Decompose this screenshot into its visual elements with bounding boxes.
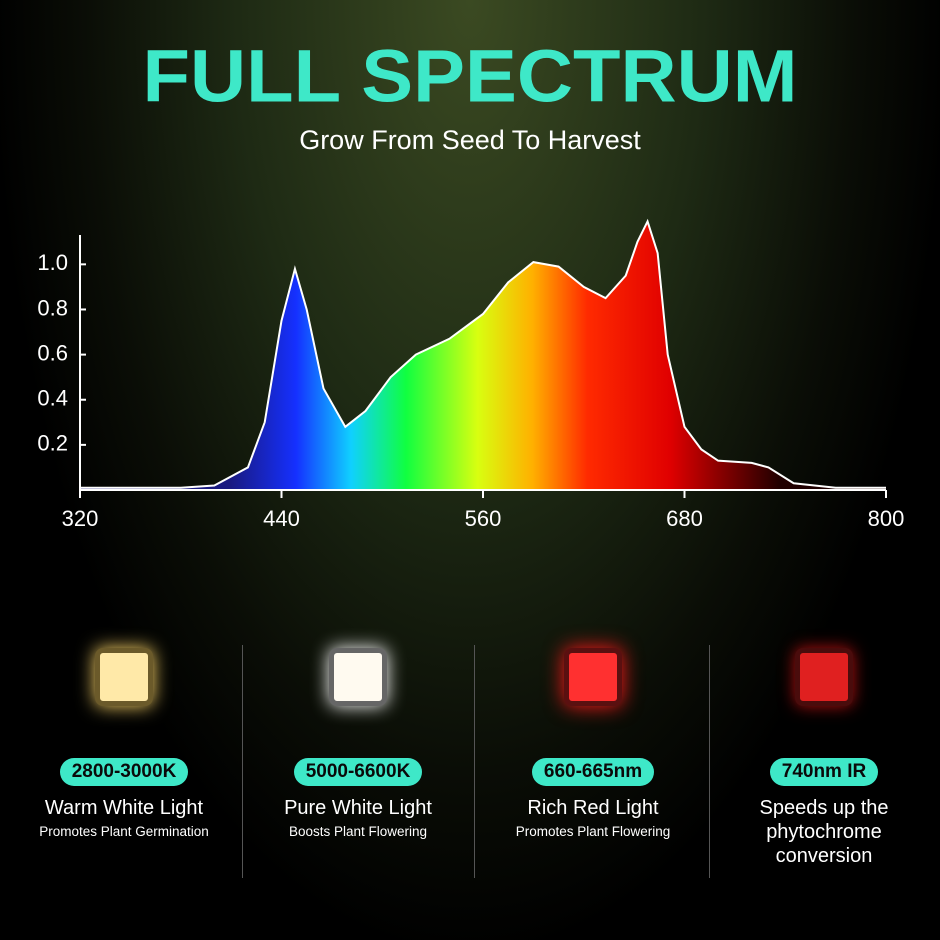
y-tick-label: 0.2 [37, 431, 68, 456]
divider [709, 645, 710, 878]
badge: 2800-3000K [59, 758, 189, 786]
x-tick-label: 680 [666, 506, 703, 531]
badge-row: 740nm IR [708, 706, 940, 786]
card: 740nm IR Speeds up the phytochrome conver… [708, 640, 940, 868]
card-subtitle: Promotes Plant Germination [39, 824, 209, 839]
divider [242, 645, 243, 878]
y-tick-label: 1.0 [37, 250, 68, 275]
badge: 5000-6600K [293, 758, 423, 786]
x-tick-label: 800 [868, 506, 905, 531]
card: 660-665nm Rich Red Light Promotes Plant Fl… [477, 640, 709, 839]
chart-subtitle: Grow From Seed To Harvest [299, 125, 641, 155]
x-tick-label: 320 [62, 506, 99, 531]
badge-row: 2800-3000K [8, 706, 240, 786]
card: 5000-6600K Pure White Light Boosts Plant F… [242, 640, 474, 839]
card-title: Warm White Light [44, 797, 204, 819]
badge-row: 660-665nm [477, 706, 709, 786]
y-tick-label: 0.4 [37, 386, 68, 411]
x-tick-label: 440 [263, 506, 300, 531]
card: 2800-3000K Warm White Light Promotes Plant… [8, 640, 240, 839]
spectrum-fill [80, 221, 886, 490]
divider [474, 645, 475, 878]
y-tick-label: 0.8 [37, 295, 68, 320]
led-chip [329, 648, 387, 706]
spectrum-line [80, 218, 886, 489]
led-chip [95, 648, 153, 706]
card-title: Speeds up the phytochrome conversion [759, 797, 889, 867]
card-subtitle: Promotes Plant Flowering [515, 824, 671, 839]
badge: 740nm IR [769, 758, 879, 786]
led-chip [795, 648, 853, 706]
card-title: Rich Red Light [527, 797, 659, 819]
badge: 660-665nm [531, 758, 655, 786]
card-title: Pure White Light [284, 797, 432, 819]
chart-title: FULL SPECTRUM [143, 35, 798, 118]
badge-row: 5000-6600K [242, 706, 474, 786]
y-tick-label: 0.6 [37, 340, 68, 365]
x-tick-label: 560 [465, 506, 502, 531]
card-subtitle: Boosts Plant Flowering [288, 824, 428, 839]
led-chip [564, 648, 622, 706]
